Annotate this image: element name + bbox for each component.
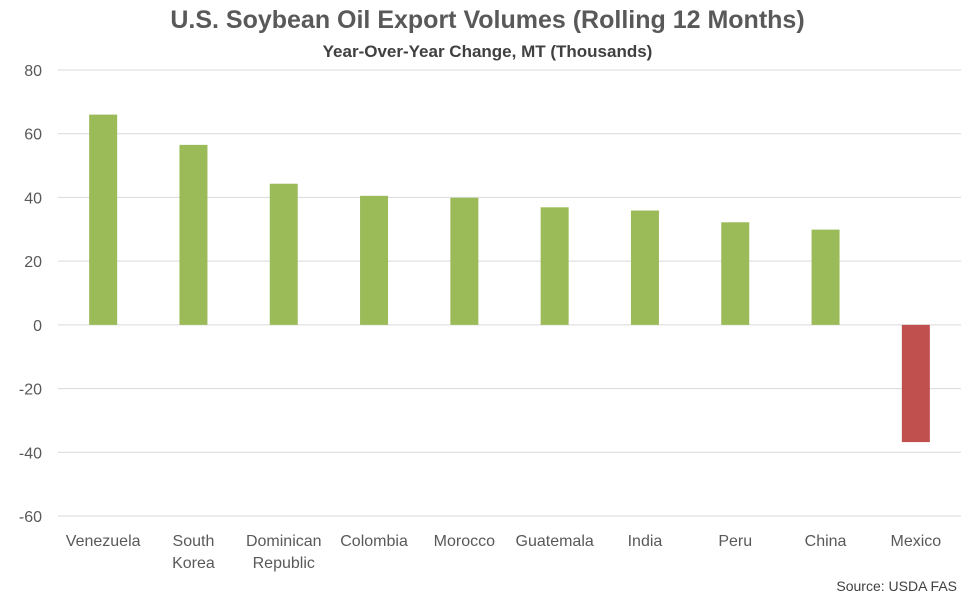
y-tick-label: 80 (24, 63, 42, 80)
x-tick-label: China (805, 533, 847, 550)
source-note: Source: USDA FAS (836, 578, 957, 594)
chart-title: U.S. Soybean Oil Export Volumes (Rolling… (170, 6, 805, 34)
bar-south-korea (179, 144, 208, 325)
x-tick-label: Peru (718, 533, 752, 550)
chart-subtitle: Year-Over-Year Change, MT (Thousands) (322, 42, 653, 61)
bar-venezuela (89, 114, 118, 325)
x-tick-label: Guatemala (516, 533, 594, 550)
y-tick-label: -20 (19, 382, 42, 399)
x-tick-label: India (628, 533, 663, 550)
y-tick-label: 40 (24, 190, 42, 207)
bars (89, 114, 930, 443)
y-tick-label: -60 (19, 509, 42, 526)
x-tick-label: Korea (172, 555, 215, 572)
y-tick-label: 0 (33, 318, 42, 335)
x-axis-labels: Venezuela South Korea Dominican Republic Colo… (66, 533, 942, 572)
bar-china (811, 229, 840, 325)
x-tick-label: Republic (253, 555, 315, 572)
bar-india (630, 210, 659, 325)
bar-guatemala (540, 207, 569, 325)
bar-dominican-republic (269, 183, 298, 325)
gridlines (58, 69, 961, 517)
x-tick-label: Colombia (340, 533, 408, 550)
bar-morocco (450, 197, 479, 325)
y-tick-label: 20 (24, 254, 42, 271)
y-tick-label: -40 (19, 445, 42, 462)
x-tick-label: Venezuela (66, 533, 141, 550)
x-tick-label: Morocco (434, 533, 495, 550)
y-tick-label: 60 (24, 127, 42, 144)
x-tick-label: South (173, 533, 215, 550)
x-tick-label: Mexico (891, 533, 942, 550)
bar-peru (721, 222, 750, 325)
bar-colombia (360, 195, 389, 325)
bar-mexico (901, 324, 930, 443)
x-tick-label: Dominican (246, 533, 322, 550)
y-axis-ticks: 80 60 40 20 0 -20 -40 -60 (19, 63, 42, 526)
